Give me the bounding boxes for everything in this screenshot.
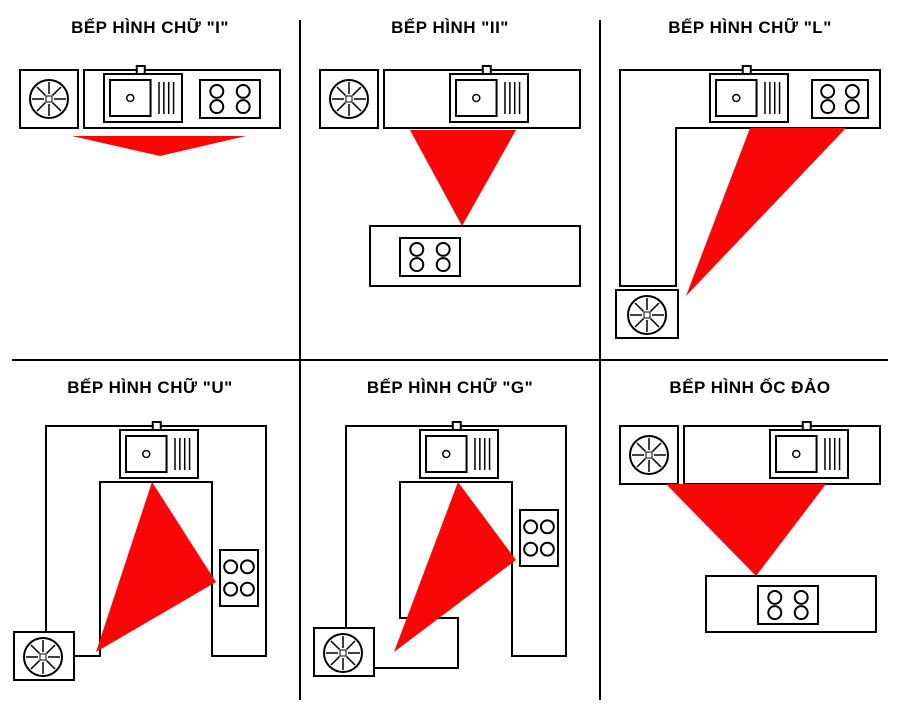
stove-icon [400, 238, 460, 276]
layout-cell-u: BẾP HÌNH CHỮ "U" [0, 360, 300, 720]
sink-icon [770, 422, 848, 478]
sink-icon [450, 66, 528, 122]
fridge-icon [330, 80, 368, 118]
fridge-icon [630, 436, 668, 474]
fridge-icon [30, 80, 68, 118]
layout-cell-ii: BẾP HÌNH "II" [300, 0, 600, 360]
layout-diagram-l [600, 0, 900, 360]
layout-diagram-g [300, 360, 600, 720]
work-triangle [72, 136, 246, 156]
work-triangle [96, 482, 216, 652]
layout-diagram-i [0, 0, 300, 360]
sink-icon [420, 422, 498, 478]
work-triangle [410, 130, 516, 226]
kitchen-layouts-grid: BẾP HÌNH CHỮ "I"BẾP HÌNH "II"BẾP HÌNH CH… [0, 0, 900, 720]
work-triangle [666, 484, 826, 576]
stove-icon [520, 510, 558, 566]
fridge-icon [324, 634, 362, 672]
stove-icon [758, 586, 818, 624]
stove-icon [812, 80, 868, 118]
sink-icon [710, 66, 788, 122]
layout-cell-g: BẾP HÌNH CHỮ "G" [300, 360, 600, 720]
layout-cell-island: BẾP HÌNH ỐC ĐẢO [600, 360, 900, 720]
fridge-icon [24, 638, 62, 676]
layout-cell-i: BẾP HÌNH CHỮ "I" [0, 0, 300, 360]
stove-icon [220, 550, 258, 606]
layout-diagram-u [0, 360, 300, 720]
sink-icon [104, 66, 182, 122]
work-triangle [686, 128, 846, 296]
fridge-icon [628, 296, 666, 334]
sink-icon [120, 422, 198, 478]
stove-icon [200, 80, 260, 118]
layout-cell-l: BẾP HÌNH CHỮ "L" [600, 0, 900, 360]
layout-diagram-ii [300, 0, 600, 360]
layout-diagram-island [600, 360, 900, 720]
